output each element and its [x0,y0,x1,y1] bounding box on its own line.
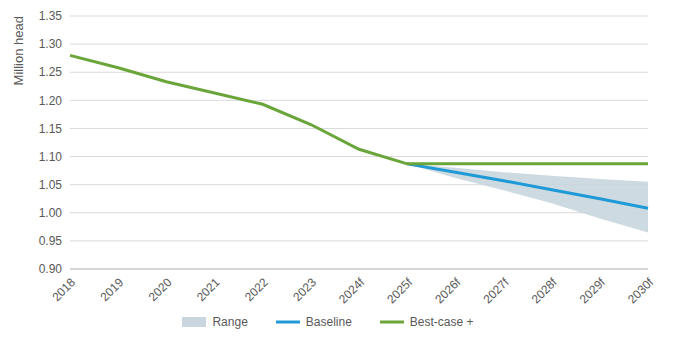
svg-text:2025f: 2025f [384,275,416,307]
svg-text:2019: 2019 [98,275,127,304]
svg-text:0.90: 0.90 [39,262,63,276]
html-text:Best-case +: Best-case + [409,315,474,329]
svg-text:1.25: 1.25 [39,65,63,79]
svg-text:2023: 2023 [290,275,319,304]
svg-text:2021: 2021 [194,275,223,304]
svg-text:2022: 2022 [242,275,271,304]
svg-text:2027f: 2027f [481,275,513,307]
svg-text:2028f: 2028f [529,275,561,307]
svg-text:1.15: 1.15 [39,122,63,136]
svg-text:2030f: 2030f [625,275,657,307]
svg-text:2020: 2020 [146,275,175,304]
svg-text:1.35: 1.35 [39,9,63,23]
svg-text:2029f: 2029f [577,275,609,307]
svg-text:1.00: 1.00 [39,206,63,220]
svg-text:2018: 2018 [49,275,78,304]
svg-text:1.10: 1.10 [39,150,63,164]
svg-text:2026f: 2026f [432,275,464,307]
svg-text:2024f: 2024f [336,275,368,307]
html-text:Baseline: Baseline [305,315,352,329]
svg-text:1.30: 1.30 [39,37,63,51]
svg-text:0.95: 0.95 [39,234,63,248]
svg-text:1.05: 1.05 [39,178,63,192]
html-text:Range: Range [212,315,248,329]
svg-text:Million head: Million head [11,16,26,85]
svg-text:1.20: 1.20 [39,94,63,108]
